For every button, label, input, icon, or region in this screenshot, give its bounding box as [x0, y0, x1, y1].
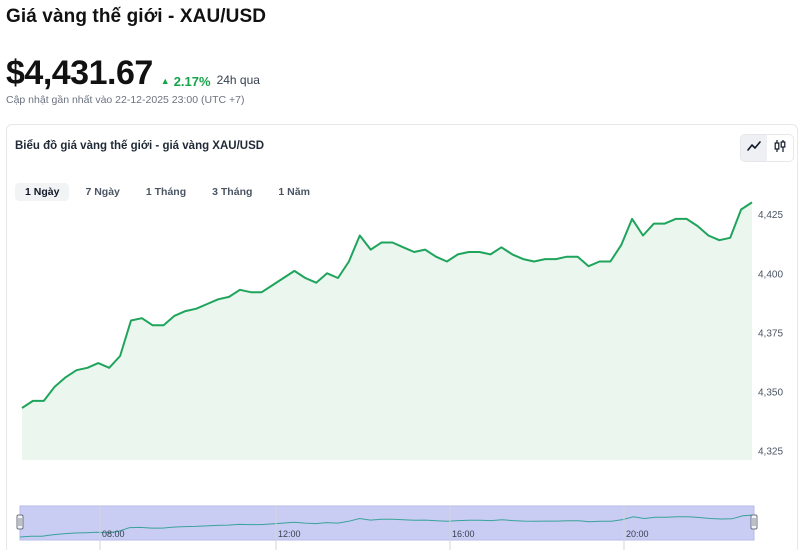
tab-1-year[interactable]: 1 Năm — [278, 186, 310, 198]
range-navigator[interactable] — [19, 505, 755, 541]
chart-type-toggle — [740, 134, 794, 162]
change-percent: 2.17% — [173, 73, 211, 89]
tab-1-day[interactable]: 1 Ngày — [15, 183, 70, 201]
chart-card: Biểu đồ giá vàng thế giới - giá vàng XAU… — [6, 124, 798, 550]
chart-title: Biểu đồ giá vàng thế giới - giá vàng XAU… — [15, 140, 265, 152]
price-row: $4,431.67 ▲ 2.17% 24h qua — [6, 54, 260, 93]
tab-3-months[interactable]: 3 Tháng — [212, 186, 253, 198]
current-price: $4,431.67 — [6, 54, 153, 92]
tab-1-month[interactable]: 1 Tháng — [145, 186, 187, 198]
navigator-right-handle[interactable] — [750, 514, 758, 530]
line-chart-icon — [747, 139, 761, 157]
candlestick-chart-button[interactable] — [767, 135, 793, 161]
candlestick-chart-icon — [773, 139, 787, 158]
page-title: Giá vàng thế giới - XAU/USD — [6, 6, 267, 27]
tab-7-days[interactable]: 7 Ngày — [85, 186, 120, 198]
last-updated: Cập nhật gần nhất vào 22-12-2025 23:00 (… — [6, 94, 245, 106]
line-chart-button[interactable] — [741, 135, 767, 161]
navigator-left-handle[interactable] — [16, 514, 24, 530]
change-period: 24h qua — [216, 73, 260, 87]
triangle-up-icon: ▲ — [160, 76, 170, 86]
price-change: ▲ 2.17% — [161, 74, 211, 89]
range-tabs: 1 Ngày 7 Ngày 1 Tháng 3 Tháng 1 Năm — [15, 183, 320, 201]
